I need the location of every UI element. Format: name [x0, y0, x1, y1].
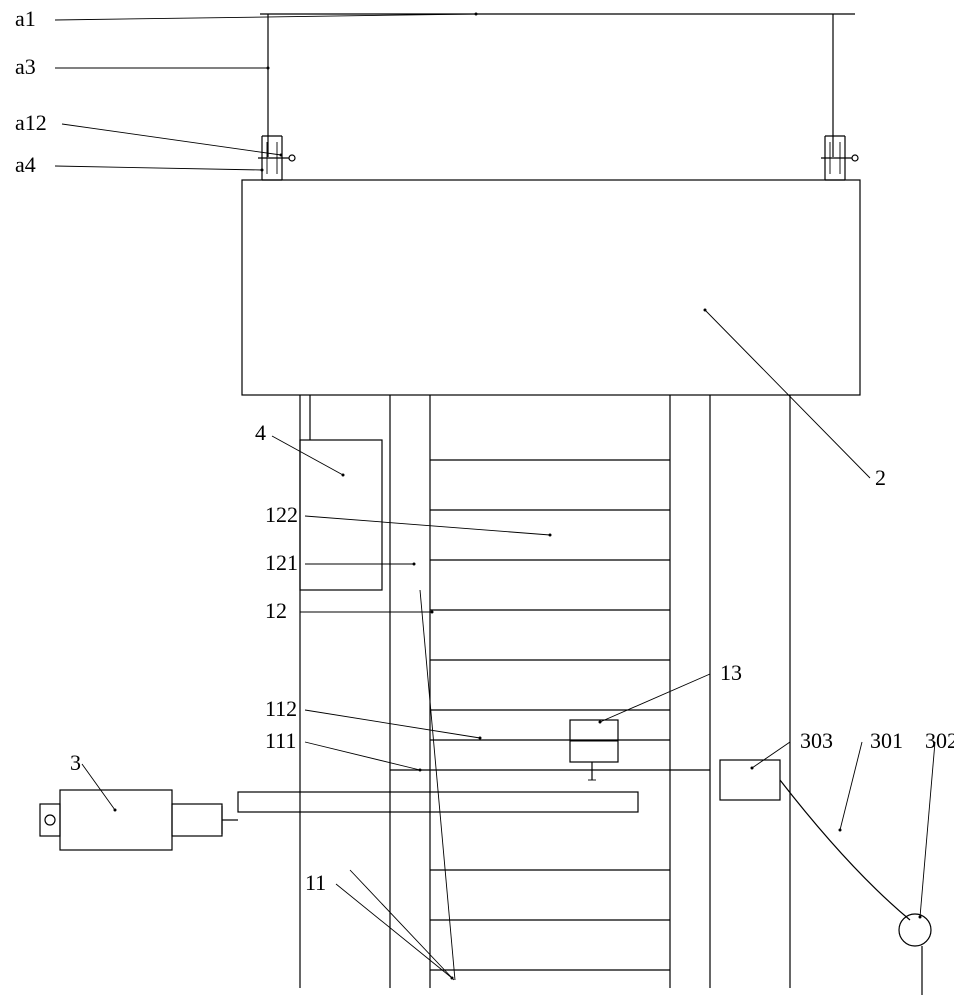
leader-dot: [114, 809, 117, 812]
leader-dot: [839, 829, 842, 832]
leader-dot: [419, 769, 422, 772]
motor-shaft: [172, 804, 222, 836]
labels.l2.text: 2: [875, 465, 886, 490]
leader-dot: [549, 534, 552, 537]
labels.a12.text: a12: [15, 110, 47, 135]
leader-dot: [919, 916, 922, 919]
leader-dot: [342, 474, 345, 477]
box-2: [242, 180, 860, 395]
labels.l122.text: 122: [265, 502, 298, 527]
leader-dot: [751, 767, 754, 770]
diagram-canvas: a1 a3 a12 a4 4 2 122 121 12 112 111 13 3 11 303 301 302: [0, 0, 954, 1000]
labels.l11.text: 11: [305, 870, 326, 895]
labels.l4.text: 4: [255, 420, 266, 445]
leader-dot: [413, 563, 416, 566]
diag-11: [350, 870, 454, 980]
leader-dot: [599, 721, 602, 724]
leader-dot: [451, 977, 454, 980]
leader-l4: [272, 436, 343, 475]
leader-l2: [705, 310, 870, 478]
leader-dot: [267, 67, 270, 70]
leader-l122: [305, 516, 550, 535]
leader-a4: [55, 166, 262, 170]
leader-dot: [280, 154, 283, 157]
leader-l112: [305, 710, 480, 738]
leader-dot: [479, 737, 482, 740]
labels.a1.text: a1: [15, 6, 36, 31]
leader-l301: [840, 742, 862, 830]
leader-l111: [305, 742, 420, 770]
leader-dot: [431, 611, 434, 614]
labels.l12.text: 12: [265, 598, 287, 623]
motor-endcap: [40, 804, 60, 836]
labels.l111.text: 111: [265, 728, 296, 753]
labels.l112.text: 112: [265, 696, 297, 721]
leader-l303: [752, 742, 790, 768]
leader-dot: [261, 169, 264, 172]
motor-hole: [45, 815, 55, 825]
labels.l301.text: 301: [870, 728, 903, 753]
clamp-right-knob: [852, 155, 858, 161]
leader-l11: [336, 884, 452, 978]
leader-l13: [600, 674, 710, 722]
labels.a3.text: a3: [15, 54, 36, 79]
clamp-left-knob: [289, 155, 295, 161]
box-4: [300, 440, 382, 590]
motor-body: [60, 790, 172, 850]
labels.a4.text: a4: [15, 152, 36, 177]
labels.l13.text: 13: [720, 660, 742, 685]
cable-301: [780, 780, 910, 920]
leader-l3: [82, 764, 115, 810]
leader-dot: [704, 309, 707, 312]
labels.l121.text: 121: [265, 550, 298, 575]
box-303: [720, 760, 780, 800]
leader-dot: [475, 13, 478, 16]
labels.l3.text: 3: [70, 750, 81, 775]
wheel-302: [899, 914, 931, 946]
labels.l303.text: 303: [800, 728, 833, 753]
diag-12: [420, 590, 455, 980]
leader-l302: [920, 742, 935, 917]
leader-a1: [55, 14, 476, 20]
leader-a12: [62, 124, 281, 155]
labels.l302.text: 302: [925, 728, 954, 753]
